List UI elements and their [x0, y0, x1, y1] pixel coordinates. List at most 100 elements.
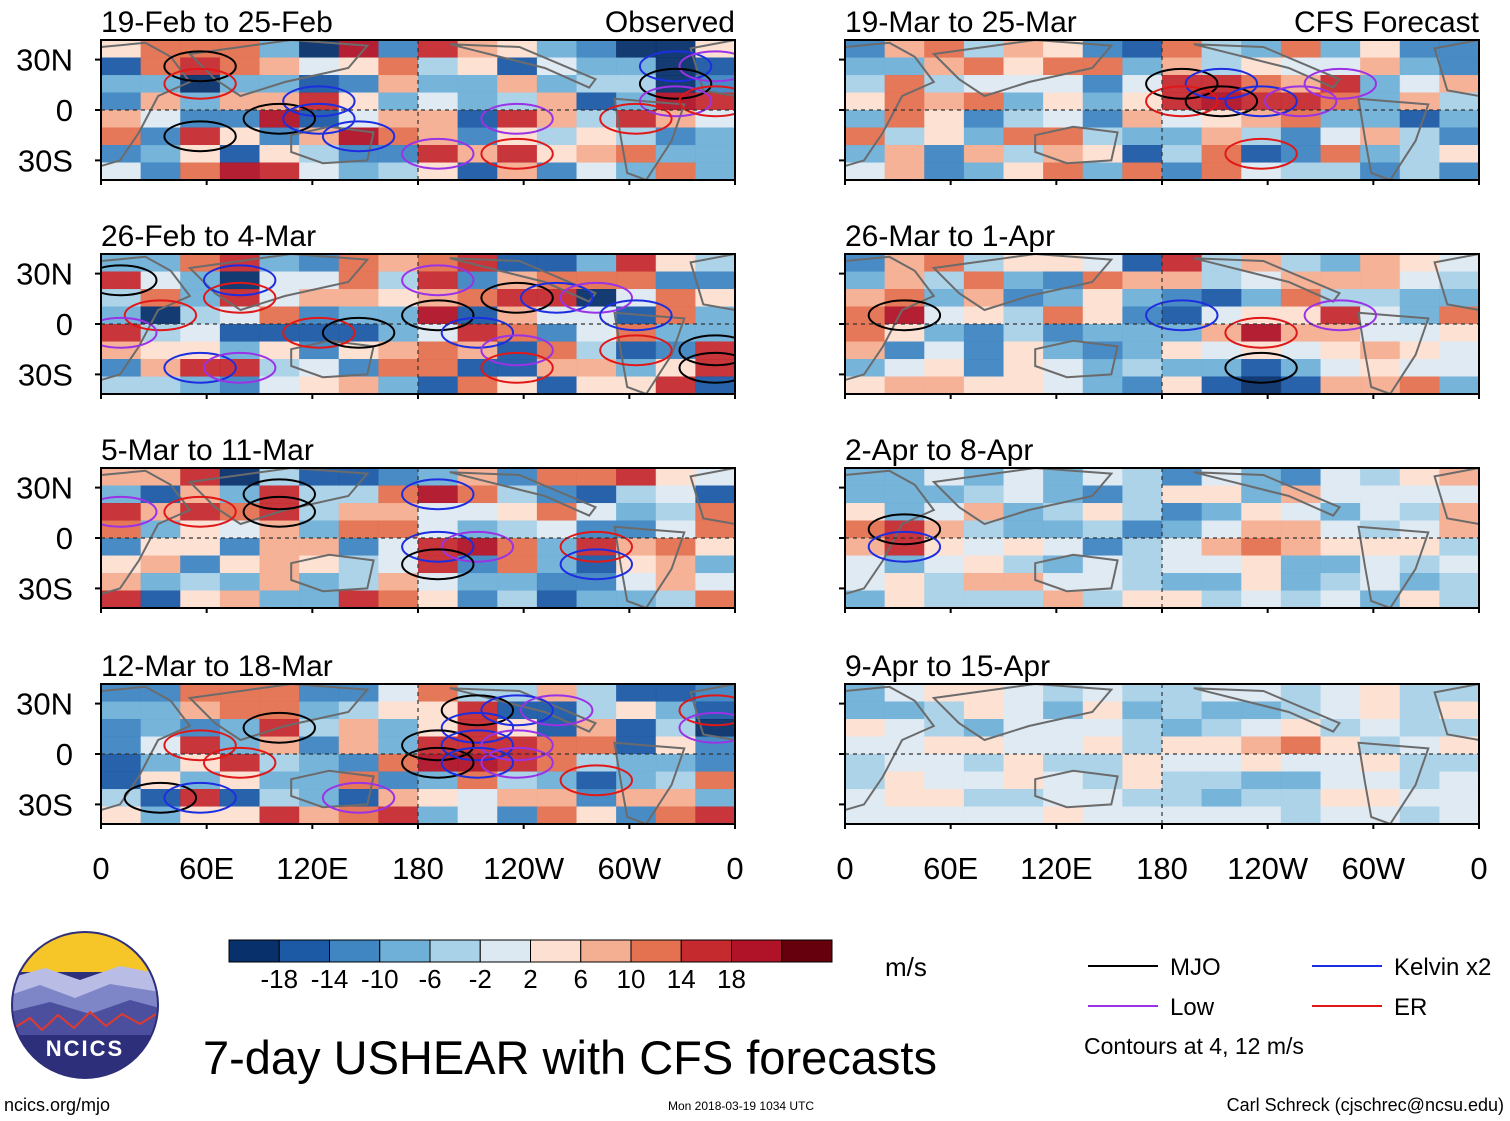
shear-cell — [884, 289, 925, 308]
shear-cell — [924, 40, 965, 59]
shear-cell — [1122, 520, 1163, 539]
shear-cell — [378, 806, 419, 824]
shear-cell — [1043, 75, 1084, 94]
shear-cell — [1162, 127, 1203, 146]
shear-cell — [140, 555, 181, 574]
shear-cell — [259, 306, 300, 325]
shear-cell — [1162, 590, 1203, 608]
shear-cell — [101, 719, 142, 738]
shear-cell — [180, 127, 221, 146]
shear-cell — [695, 145, 735, 164]
shear-cell — [1162, 736, 1203, 755]
shear-cell — [1439, 254, 1479, 273]
wave-contour — [480, 102, 554, 135]
y-axis: 30N 0 30S — [16, 471, 736, 613]
coastline — [1193, 257, 1342, 303]
shear-cell — [536, 555, 578, 574]
shear-cell — [1122, 736, 1163, 755]
shear-cell — [418, 719, 459, 738]
shear-cell — [695, 701, 735, 720]
shear-cell — [963, 324, 1005, 343]
coastline — [1357, 525, 1430, 608]
shear-cell — [180, 110, 221, 129]
shear-cell — [101, 110, 142, 129]
shear-cell — [219, 555, 261, 574]
shear-cell — [378, 341, 419, 360]
shear-cell — [1201, 145, 1242, 164]
shear-cell — [1439, 701, 1479, 720]
y-axis — [839, 272, 1480, 399]
shear-cell — [1280, 590, 1322, 608]
shear-cell — [497, 468, 538, 487]
shear-cell — [1162, 271, 1203, 290]
shear-cell — [1320, 145, 1361, 164]
shear-cell — [299, 376, 340, 394]
shear-cell — [140, 485, 181, 504]
shear-cell — [1043, 145, 1084, 164]
shear-cell — [884, 57, 925, 76]
figure-title: 7-day USHEAR with CFS forecasts — [203, 1031, 937, 1084]
shear-cell — [1162, 789, 1203, 808]
shear-cell — [1439, 324, 1479, 343]
colorbar-tick-label: 10 — [617, 964, 646, 994]
wave-contour — [321, 120, 396, 153]
shear-cell — [1360, 806, 1401, 824]
wave-contour — [203, 264, 277, 297]
shear-cell — [1399, 754, 1440, 773]
shear-cell — [219, 254, 261, 273]
wave-contour — [282, 85, 356, 118]
shear-cell — [1162, 162, 1203, 180]
shear-cell — [1360, 341, 1401, 360]
colorbar-swatch — [530, 939, 582, 963]
shear-cell — [1439, 684, 1479, 703]
shear-cell — [1241, 555, 1282, 574]
logo-ring — [11, 931, 159, 1079]
shear-cell — [963, 110, 1005, 129]
shear-cell — [338, 538, 379, 557]
coastline — [613, 97, 686, 180]
shear-cell — [219, 376, 261, 394]
shear-cell — [497, 254, 538, 273]
shear-cell — [536, 468, 578, 487]
shear-cell — [536, 162, 578, 180]
shear-cell — [1003, 57, 1044, 76]
shear-cell — [1043, 341, 1084, 360]
shear-cell — [1122, 57, 1163, 76]
shear-cell — [1003, 573, 1044, 592]
shear-cell — [536, 110, 578, 129]
shear-cell — [1201, 701, 1242, 720]
y-axis — [839, 58, 1480, 185]
shear-cell — [616, 306, 657, 325]
shear-cell — [457, 555, 498, 574]
shear-cell — [299, 754, 340, 773]
shear-cell — [924, 806, 965, 824]
footer-site-link[interactable]: ncics.org/mjo — [4, 1095, 111, 1115]
shear-cell — [1439, 271, 1479, 290]
shear-cell — [457, 806, 498, 824]
shear-cell — [1241, 520, 1282, 539]
coastline — [101, 685, 192, 812]
shear-cell — [140, 57, 181, 76]
shear-cell — [845, 754, 886, 773]
shear-cell — [180, 289, 221, 308]
wave-contour — [480, 729, 554, 762]
wave-contour — [678, 694, 735, 727]
shear-cell — [1439, 162, 1479, 180]
shear-cell — [140, 719, 181, 738]
wave-contour — [242, 711, 316, 744]
shear-cell — [924, 701, 965, 720]
wave-contour — [480, 137, 554, 170]
shear-cell — [418, 145, 459, 164]
shear-cell — [1082, 110, 1123, 129]
wave-contour — [1224, 316, 1298, 349]
shear-cell — [963, 520, 1005, 539]
shear-cell — [101, 573, 142, 592]
shear-cell — [101, 127, 142, 146]
shear-cell — [1162, 684, 1203, 703]
shear-cell — [845, 520, 886, 539]
shear-cell — [1162, 806, 1203, 824]
shear-cell — [457, 485, 498, 504]
shear-cell — [616, 573, 657, 592]
shear-cell — [924, 468, 965, 487]
panel-field — [101, 40, 735, 180]
